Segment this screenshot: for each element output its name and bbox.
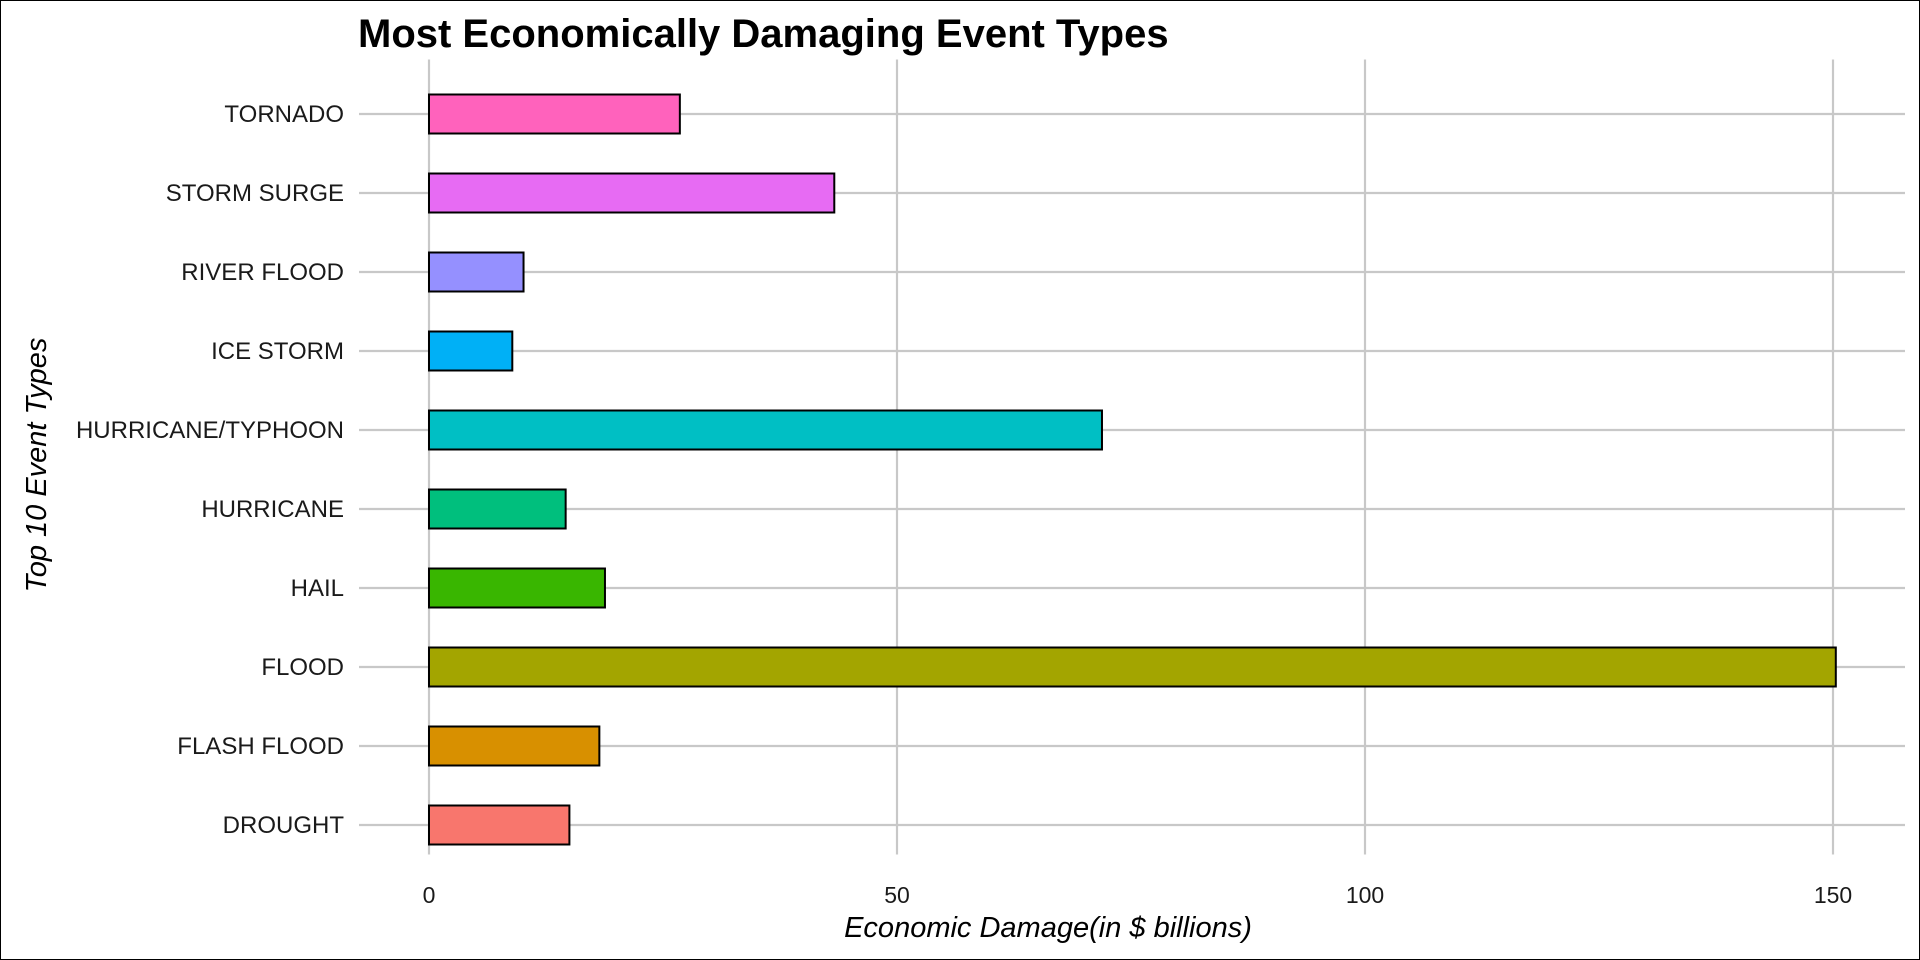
x-axis-title: Economic Damage(in $ billions) <box>844 912 1252 944</box>
y-tick-label: HURRICANE <box>201 496 344 523</box>
x-tick-label: 100 <box>1346 882 1384 908</box>
x-tick-labels: 0 50 100 150 <box>423 882 1853 908</box>
y-tick-label: RIVER FLOOD <box>181 259 344 286</box>
bar-ice-storm <box>428 330 514 372</box>
chart-title: Most Economically Damaging Event Types <box>358 12 1169 56</box>
y-tick-label: FLASH FLOOD <box>177 733 344 760</box>
bar-river-flood <box>428 251 525 293</box>
bar-hurricane-typhoon <box>428 409 1103 451</box>
bar-flash-flood <box>428 725 601 767</box>
x-tick-label: 0 <box>423 882 436 908</box>
bar-hurricane <box>428 488 567 530</box>
bar-flood <box>428 646 1837 688</box>
y-axis-title: Top 10 Event Types <box>21 338 53 593</box>
bar-drought <box>428 804 571 846</box>
y-tick-label: STORM SURGE <box>166 180 344 207</box>
bar-tornado <box>428 93 681 135</box>
y-tick-label: TORNADO <box>224 101 344 128</box>
y-tick-labels: DROUGHT FLASH FLOOD FLOOD HAIL HURRICANE HURR… <box>76 101 344 839</box>
y-tick-label: HAIL <box>291 575 344 602</box>
bar-storm-surge <box>428 172 836 214</box>
x-tick-label: 150 <box>1814 882 1852 908</box>
bars-layer <box>428 93 1837 846</box>
y-tick-label: FLOOD <box>261 654 344 681</box>
y-tick-label: ICE STORM <box>211 338 344 365</box>
x-tick-label: 50 <box>884 882 910 908</box>
y-tick-label: DROUGHT <box>223 812 345 839</box>
grid-layer <box>359 59 1905 855</box>
y-tick-label: HURRICANE/TYPHOON <box>76 417 344 444</box>
bar-hail <box>428 567 606 609</box>
